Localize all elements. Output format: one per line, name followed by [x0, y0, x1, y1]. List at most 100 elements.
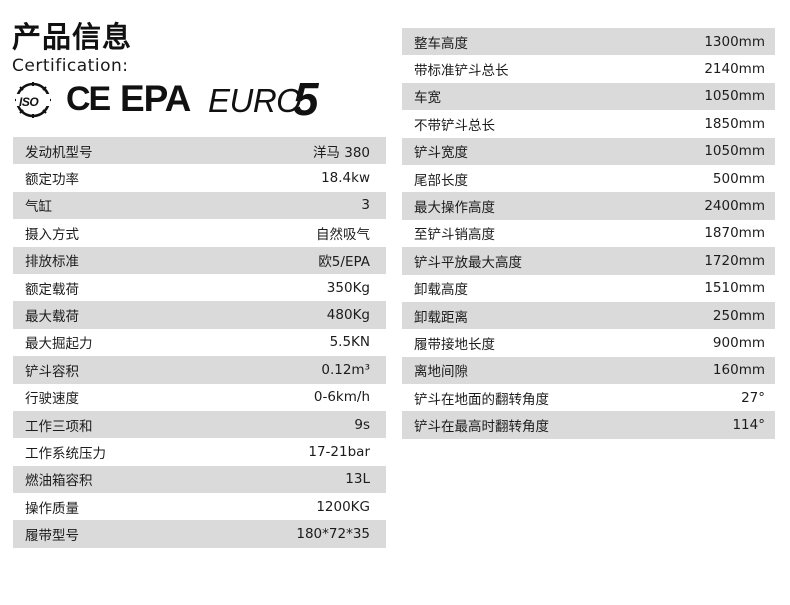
dimension-spec-table: 整车高度 1300mm 带标准铲斗总长 2140mm 车宽 1050mm 不带铲斗总长 185… — [402, 28, 775, 439]
spec-label: 最大操作高度 — [414, 200, 495, 217]
spec-row: 燃油箱容积 13L — [13, 465, 386, 494]
spec-value: 2400mm — [704, 198, 765, 215]
spec-label: 尾部长度 — [414, 172, 468, 189]
spec-row: 工作系统压力 17-21bar — [13, 438, 386, 465]
spec-value: 500mm — [712, 170, 765, 187]
spec-label: 工作三项和 — [25, 418, 93, 435]
spec-label: 额定功率 — [25, 172, 79, 189]
spec-label: 最大载荷 — [25, 309, 79, 326]
spec-row: 铲斗容积 0.12m³ — [13, 356, 386, 384]
spec-value: 2140mm — [704, 61, 765, 78]
spec-label: 燃油箱容积 — [25, 473, 93, 490]
spec-value: 1200KG — [316, 498, 370, 515]
spec-value: 洋马 380 — [312, 144, 370, 161]
spec-value: 17-21bar — [308, 443, 370, 460]
spec-label: 最大掘起力 — [25, 336, 93, 353]
euro-logo-text: EURO — [208, 82, 302, 119]
spec-value: 1510mm — [704, 280, 765, 297]
spec-row: 气缸 3 — [13, 191, 386, 220]
spec-row: 整车高度 1300mm — [402, 28, 775, 56]
spec-value: 1050mm — [704, 88, 765, 105]
euro-logo-number: 5 — [293, 73, 319, 125]
spec-row: 发动机型号 洋马 380 — [13, 137, 386, 165]
spec-row: 履带型号 180*72*35 — [13, 520, 386, 548]
spec-row: 铲斗宽度 1050mm — [402, 137, 775, 165]
spec-row: 铲斗在最高时翻转角度 114° — [402, 411, 775, 439]
spec-label: 铲斗在地面的翻转角度 — [414, 391, 549, 408]
spec-label: 铲斗宽度 — [414, 145, 468, 162]
page-title: 产品信息 — [12, 20, 133, 54]
spec-value: 350Kg — [326, 279, 370, 296]
spec-value: 480Kg — [326, 307, 370, 324]
spec-label: 行驶速度 — [25, 391, 79, 408]
spec-row: 行驶速度 0-6km/h — [13, 384, 386, 411]
epa-logo: EPA — [120, 78, 191, 119]
spec-row: 尾部长度 500mm — [402, 165, 775, 192]
spec-row: 至铲斗销高度 1870mm — [402, 220, 775, 247]
spec-label: 履带型号 — [25, 528, 79, 545]
spec-row: 摄入方式 自然吸气 — [13, 219, 386, 246]
spec-row: 铲斗平放最大高度 1720mm — [402, 247, 775, 275]
ce-logo: CE — [66, 80, 111, 118]
spec-row: 额定功率 18.4kw — [13, 164, 386, 191]
spec-value: 1720mm — [704, 252, 765, 269]
spec-row: 最大掘起力 5.5KN — [13, 329, 386, 356]
iso-logo-text: ISO — [19, 95, 39, 109]
spec-value: 1300mm — [704, 33, 765, 50]
spec-value: 13L — [345, 471, 370, 488]
spec-value: 1850mm — [704, 115, 765, 132]
spec-row: 最大载荷 480Kg — [13, 301, 386, 329]
spec-row: 卸载高度 1510mm — [402, 275, 775, 302]
spec-label: 铲斗在最高时翻转角度 — [414, 419, 549, 436]
spec-row: 带标准铲斗总长 2140mm — [402, 55, 775, 82]
spec-value: 9s — [354, 416, 370, 433]
spec-value: 900mm — [712, 334, 765, 351]
spec-value: 180*72*35 — [296, 526, 370, 543]
spec-value: 1870mm — [704, 225, 765, 242]
spec-row: 不带铲斗总长 1850mm — [402, 110, 775, 137]
spec-label: 带标准铲斗总长 — [414, 63, 509, 80]
spec-value: 27° — [741, 389, 765, 406]
spec-label: 履带接地长度 — [414, 336, 495, 353]
certification-logos: ISO CE EPA EURO 5 — [12, 73, 342, 125]
spec-label: 工作系统压力 — [25, 445, 106, 462]
spec-row: 车宽 1050mm — [402, 82, 775, 111]
spec-value: 欧5/EPA — [318, 254, 370, 271]
spec-label: 发动机型号 — [25, 144, 93, 161]
spec-row: 最大操作高度 2400mm — [402, 192, 775, 220]
spec-value: 5.5KN — [329, 334, 370, 351]
spec-row: 履带接地长度 900mm — [402, 329, 775, 356]
spec-label: 铲斗平放最大高度 — [414, 254, 522, 271]
spec-value: 18.4kw — [321, 170, 370, 187]
spec-label: 整车高度 — [414, 35, 468, 52]
spec-value: 1050mm — [704, 143, 765, 160]
spec-label: 气缸 — [25, 199, 52, 216]
spec-label: 卸载距离 — [414, 309, 468, 326]
spec-label: 卸载高度 — [414, 282, 468, 299]
spec-row: 离地间隙 160mm — [402, 356, 775, 385]
spec-label: 离地间隙 — [414, 364, 468, 381]
certification-label: Certification: — [12, 56, 129, 76]
spec-row: 工作三项和 9s — [13, 410, 386, 439]
spec-value: 0-6km/h — [313, 389, 370, 406]
spec-row: 排放标准 欧5/EPA — [13, 246, 386, 274]
spec-row: 卸载距离 250mm — [402, 301, 775, 330]
spec-row: 铲斗在地面的翻转角度 27° — [402, 384, 775, 411]
spec-label: 铲斗容积 — [25, 363, 79, 380]
spec-row: 操作质量 1200KG — [13, 493, 386, 520]
spec-label: 至铲斗销高度 — [414, 227, 495, 244]
spec-value: 3 — [361, 197, 370, 214]
spec-row: 额定载荷 350Kg — [13, 274, 386, 301]
spec-label: 操作质量 — [25, 500, 79, 517]
iso-logo-icon: ISO — [12, 82, 54, 118]
spec-value: 114° — [732, 417, 765, 434]
spec-value: 自然吸气 — [316, 226, 370, 243]
spec-value: 0.12m³ — [321, 361, 370, 378]
spec-label: 排放标准 — [25, 254, 79, 271]
spec-value: 250mm — [712, 307, 765, 324]
spec-label: 不带铲斗总长 — [414, 117, 495, 134]
spec-value: 160mm — [712, 362, 765, 379]
spec-label: 车宽 — [414, 90, 441, 107]
engine-spec-table: 发动机型号 洋马 380 额定功率 18.4kw 气缸 3 摄入方式 自然吸气排放标准 欧5/E… — [13, 137, 386, 548]
spec-label: 额定载荷 — [25, 281, 79, 298]
